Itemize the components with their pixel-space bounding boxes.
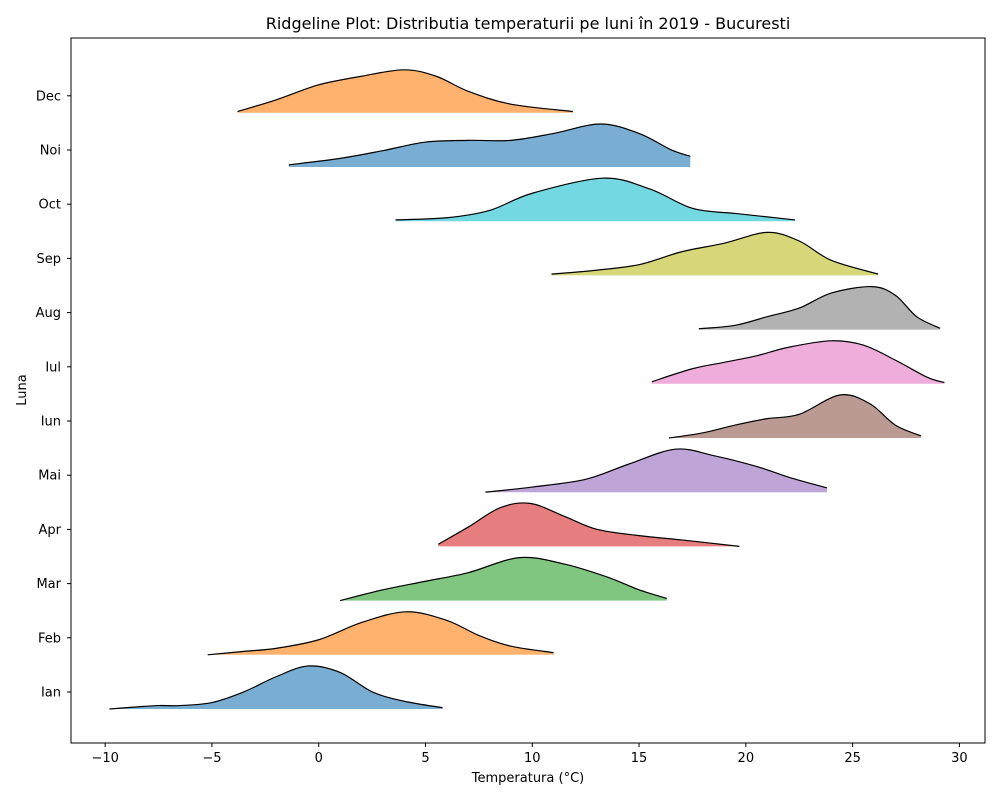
ridge-mai <box>485 448 828 493</box>
ridge-outline-sep <box>551 231 879 275</box>
ridge-fill-ian <box>109 665 443 709</box>
ridge-fill-mar <box>340 557 667 601</box>
y-tick-label-sep: Sep <box>36 252 61 267</box>
ridge-feb <box>207 611 554 656</box>
ridge-outline-aug <box>698 285 941 330</box>
ridge-outline-ian <box>109 665 443 710</box>
ridge-iul <box>651 340 945 384</box>
x-tick-label: 30 <box>951 751 968 766</box>
y-tick-label-feb: Feb <box>38 631 61 646</box>
x-tick-label: 20 <box>738 751 755 766</box>
ridge-outline-iun <box>668 394 922 439</box>
ridge-fill-dec <box>237 69 573 113</box>
ridge-outline-apr <box>438 502 740 547</box>
x-tick-label: −10 <box>91 751 118 766</box>
y-tick-label-mai: Mai <box>38 469 61 484</box>
x-axis-ticks: −10 −5 0 5 10 15 20 25 30 <box>91 743 968 766</box>
ridge-fill-noi <box>288 124 691 167</box>
y-tick-label-ian: Ian <box>41 686 61 701</box>
y-tick-label-oct: Oct <box>39 198 61 213</box>
y-tick-label-dec: Dec <box>36 89 61 104</box>
y-tick-label-noi: Noi <box>40 144 61 159</box>
ridge-fill-sep <box>551 232 879 276</box>
ridge-sep <box>551 231 879 276</box>
ridge-ian <box>109 665 443 710</box>
ridge-fill-iul <box>651 340 945 384</box>
y-tick-label-mar: Mar <box>36 577 61 592</box>
ridge-aug <box>698 285 941 330</box>
x-tick-label: 5 <box>421 751 429 766</box>
ridge-outline-mar <box>339 556 667 602</box>
x-tick-label: 0 <box>315 751 323 766</box>
ridge-outline-feb <box>207 611 554 656</box>
x-tick-label: 25 <box>844 751 861 766</box>
y-tick-label-iun: Iun <box>41 415 61 430</box>
ridge-outline-noi <box>288 123 691 166</box>
y-tick-label-aug: Aug <box>36 306 61 321</box>
ridge-fill-oct <box>395 178 795 222</box>
ridge-noi <box>288 123 691 167</box>
chart-title: Ridgeline Plot: Distributia temperaturii… <box>266 14 791 33</box>
ridge-mar <box>339 556 667 602</box>
ridge-outline-oct <box>395 177 796 221</box>
ridge-dec <box>237 69 573 113</box>
x-axis-label: Temperatura (°C) <box>471 771 584 786</box>
ridge-iun <box>668 394 922 439</box>
ridge-outline-dec <box>237 69 573 113</box>
y-axis-ticks: Ian Feb Mar Apr Mai Iun Iul Aug Sep Oct Noi Dec <box>36 89 71 701</box>
x-tick-label: −5 <box>202 751 221 766</box>
ridge-fill-iun <box>668 394 921 438</box>
ridge-outline-iul <box>651 340 945 384</box>
y-axis-label: Luna <box>15 374 30 405</box>
ridge-fill-aug <box>698 286 941 330</box>
plot-frame <box>70 37 986 744</box>
ridge-fill-feb <box>207 611 554 655</box>
y-tick-label-iul: Iul <box>45 360 61 375</box>
y-tick-label-apr: Apr <box>39 523 62 538</box>
ridge-oct <box>395 177 796 222</box>
ridge-fill-mai <box>485 448 827 493</box>
x-tick-label: 10 <box>524 751 541 766</box>
ridges-group <box>109 69 945 710</box>
ridge-fill-apr <box>438 502 740 547</box>
ridge-outline-mai <box>485 448 828 493</box>
ridge-apr <box>438 502 740 547</box>
x-tick-label: 15 <box>631 751 648 766</box>
